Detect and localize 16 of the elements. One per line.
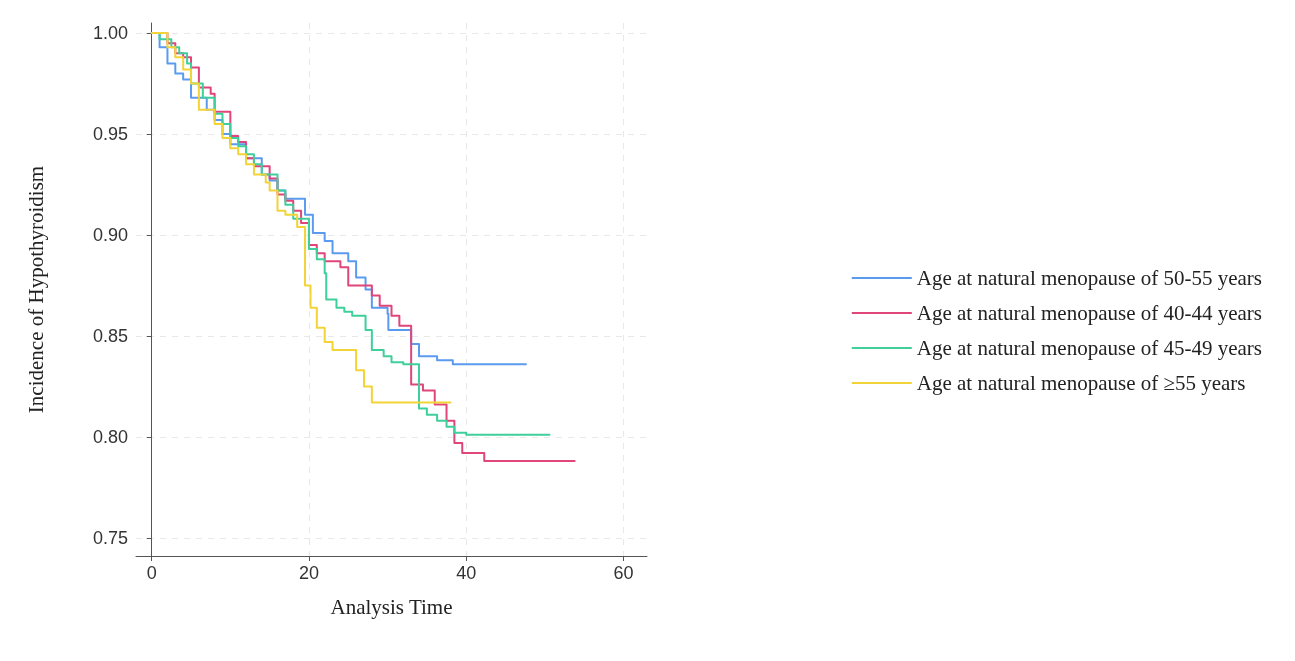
y-tick-label: 0.85	[92, 325, 128, 346]
y-tick-label: 0.80	[92, 426, 128, 447]
legend-label: Age at natural menopause of ≥55 years	[916, 371, 1246, 395]
x-tick-label: 60	[613, 563, 634, 583]
x-tick-label: 20	[298, 563, 319, 583]
x-tick-label: 40	[456, 563, 477, 583]
y-axis-title: Incidence of Hypothyroidism	[23, 165, 48, 414]
legend-label: Age at natural menopause of 40-44 years	[916, 301, 1263, 325]
y-tick-label: 0.95	[92, 124, 128, 145]
y-tick-label: 0.90	[92, 224, 128, 245]
x-axis-title: Analysis Time	[330, 594, 453, 619]
x-tick-label: 0	[146, 563, 157, 583]
y-tick-label: 1.00	[92, 23, 128, 44]
legend-label: Age at natural menopause of 45-49 years	[916, 336, 1263, 360]
legend-label: Age at natural menopause of 50-55 years	[916, 266, 1263, 290]
y-tick-label: 0.75	[92, 527, 128, 548]
